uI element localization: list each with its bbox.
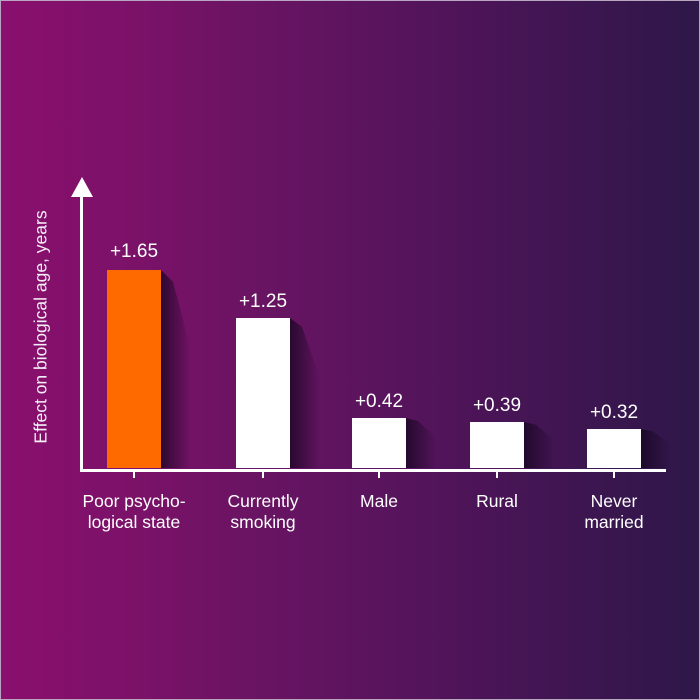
bar-shadow	[406, 418, 436, 468]
x-tick	[378, 471, 380, 478]
bar-shadow	[290, 318, 320, 468]
value-label: +0.42	[354, 391, 404, 412]
bar-shadow	[641, 429, 671, 468]
category-label-line: married	[584, 512, 644, 532]
category-label-poor-psychological-state: Poor psycho- logical state	[64, 491, 204, 533]
value-label: +1.25	[238, 291, 288, 312]
category-label-line: Poor psycho-	[82, 491, 186, 511]
value-label: +0.39	[472, 395, 522, 416]
x-tick	[262, 471, 264, 478]
value-label: +0.32	[589, 402, 639, 423]
bar-male	[352, 418, 406, 468]
bar-never-married	[587, 429, 641, 468]
bar-shadow	[524, 422, 554, 468]
category-label-line: Male	[360, 491, 398, 511]
bar-rural	[470, 422, 524, 468]
category-label-line: Currently	[227, 491, 299, 511]
x-tick	[133, 471, 135, 478]
category-label-line: logical state	[87, 512, 181, 532]
x-tick	[613, 471, 615, 478]
y-axis-label: Effect on biological age, years	[30, 210, 51, 444]
value-label: +1.65	[109, 241, 159, 262]
arrow-up-icon	[71, 177, 93, 197]
category-label-currently-smoking: Currently smoking	[193, 491, 333, 533]
category-label-line: Rural	[476, 491, 518, 511]
x-tick	[496, 471, 498, 478]
x-axis-line	[80, 469, 666, 472]
bar-shadow	[161, 270, 191, 468]
category-label-line: smoking	[230, 512, 296, 532]
y-axis-line	[80, 191, 83, 472]
category-label-male: Male	[309, 491, 449, 512]
category-label-line: Never	[590, 491, 638, 511]
bar-poor-psychological-state	[107, 270, 161, 468]
bar-currently-smoking	[236, 318, 290, 468]
category-label-never-married: Never married	[544, 491, 684, 533]
category-label-rural: Rural	[427, 491, 567, 512]
